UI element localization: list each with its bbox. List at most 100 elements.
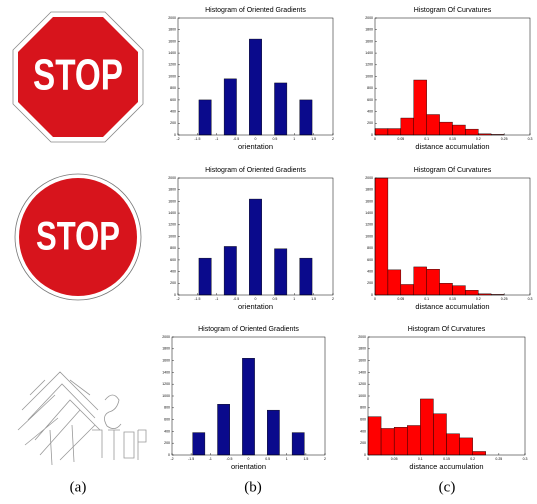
x-tick-label: 0.5 (265, 457, 270, 461)
x-tick-label: 0.05 (397, 297, 404, 301)
bar (249, 199, 261, 295)
y-tick-label: 600 (170, 258, 176, 262)
y-tick-label: 600 (367, 98, 373, 102)
x-tick-label: 1 (293, 297, 295, 301)
x-tick-label: 0 (248, 457, 250, 461)
x-tick-label: 2 (324, 457, 326, 461)
chart-title: Histogram Of Curvatures (408, 326, 486, 333)
figure: STOP STOP (a) (b) (c) Histogram of Orien… (0, 0, 537, 499)
bar (381, 428, 394, 455)
x-axis-label: orientation (231, 462, 266, 471)
x-tick-label: 0.1 (418, 457, 423, 461)
y-tick-label: 1800 (162, 347, 170, 351)
plot-frame (375, 18, 530, 135)
stop-sign-octagon: STOP (13, 12, 143, 142)
x-tick-label: -0.5 (226, 457, 232, 461)
x-tick-label: 1.5 (311, 297, 316, 301)
bar (465, 290, 478, 295)
y-tick-label: 1200 (358, 382, 366, 386)
y-tick-label: 1200 (162, 382, 170, 386)
x-tick-label: 0.1 (424, 137, 429, 141)
x-axis-label: orientation (238, 302, 273, 311)
bar (368, 417, 381, 455)
bar (224, 246, 236, 295)
x-tick-label: 2 (332, 137, 334, 141)
y-tick-label: 1400 (358, 370, 366, 374)
panel-label: (c) (439, 479, 456, 495)
x-tick-label: 0.2 (476, 137, 481, 141)
bar (218, 404, 230, 455)
bar (401, 284, 414, 295)
bar (274, 249, 286, 295)
panel-label: (a) (70, 479, 87, 495)
bar (249, 39, 261, 135)
y-tick-label: 0 (364, 453, 366, 457)
y-tick-label: 1600 (365, 39, 373, 43)
y-tick-label: 600 (164, 418, 170, 422)
x-tick-label: -2 (176, 297, 179, 301)
y-tick-label: 1800 (168, 28, 176, 32)
bar (267, 410, 279, 455)
y-tick-label: 1400 (168, 211, 176, 215)
bar (292, 433, 304, 455)
chart-title: Histogram of Oriented Gradients (205, 167, 306, 174)
bar (224, 79, 236, 135)
y-tick-label: 200 (164, 441, 170, 445)
y-tick-label: 1600 (365, 199, 373, 203)
bar (199, 100, 211, 135)
y-tick-label: 200 (170, 281, 176, 285)
x-tick-label: 0.25 (501, 297, 508, 301)
x-tick-label: 1.5 (303, 457, 308, 461)
chart-title: Histogram Of Curvatures (414, 7, 492, 14)
bar (300, 258, 312, 295)
bar (193, 433, 205, 455)
y-tick-label: 2000 (168, 176, 176, 180)
y-tick-label: 1200 (365, 223, 373, 227)
bar (407, 426, 420, 456)
x-axis-label: distance accumulation (415, 302, 489, 311)
y-tick-label: 800 (367, 246, 373, 250)
x-tick-label: -1.5 (194, 297, 200, 301)
x-tick-label: 0 (374, 137, 376, 141)
x-tick-label: 0.05 (391, 457, 398, 461)
x-tick-label: -2 (170, 457, 173, 461)
bar (375, 178, 388, 295)
bar (199, 258, 211, 295)
y-tick-label: 800 (360, 406, 366, 410)
y-tick-label: 1800 (365, 28, 373, 32)
y-tick-label: 2000 (365, 176, 373, 180)
x-tick-label: 0 (367, 457, 369, 461)
x-tick-label: 0.05 (397, 137, 404, 141)
x-tick-label: 0.3 (528, 297, 533, 301)
y-tick-label: 1400 (365, 51, 373, 55)
x-tick-label: 0.5 (272, 297, 277, 301)
bar (433, 414, 446, 455)
y-tick-label: 1800 (365, 188, 373, 192)
x-tick-label: 0.5 (272, 137, 277, 141)
y-tick-label: 200 (367, 121, 373, 125)
bar (300, 100, 312, 135)
x-tick-label: 0.25 (495, 457, 502, 461)
y-tick-label: 200 (367, 281, 373, 285)
stop-sign-sketch (18, 372, 146, 465)
bar (453, 125, 466, 135)
y-tick-label: 0 (371, 133, 373, 137)
chart-title: Histogram of Oriented Gradients (205, 7, 306, 14)
y-tick-label: 1000 (168, 74, 176, 78)
x-tick-label: 0.3 (523, 457, 528, 461)
bar (465, 129, 478, 135)
y-tick-label: 1200 (168, 63, 176, 67)
bar (274, 83, 286, 135)
y-tick-label: 2000 (365, 16, 373, 20)
x-tick-label: 0.2 (470, 457, 475, 461)
chart-title: Histogram Of Curvatures (414, 167, 492, 174)
bar (460, 438, 473, 455)
bar (440, 283, 453, 295)
y-tick-label: 1400 (168, 51, 176, 55)
y-tick-label: 1800 (358, 347, 366, 351)
sign-text: STOP (33, 51, 123, 100)
x-tick-label: 0.15 (443, 457, 450, 461)
x-tick-label: -1.5 (188, 457, 194, 461)
y-tick-label: 800 (367, 86, 373, 90)
bar (414, 267, 427, 295)
